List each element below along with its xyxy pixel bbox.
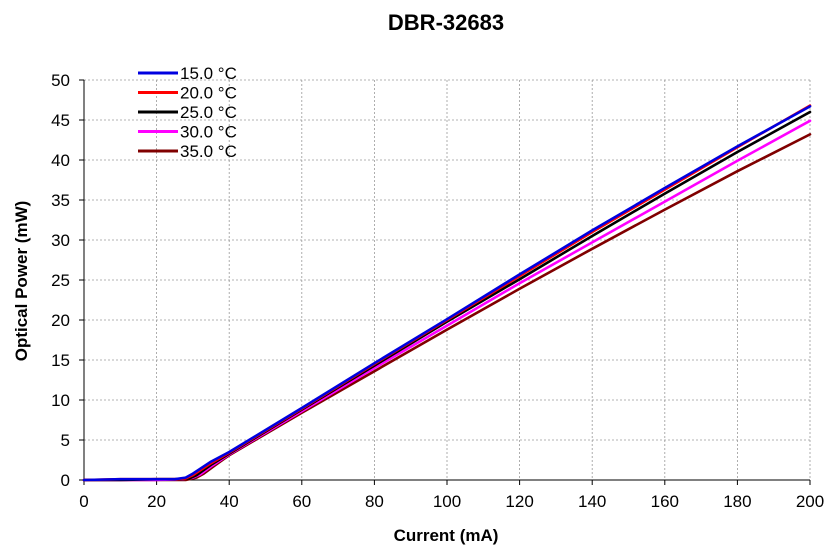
x-tick-labels: 0 20 40 60 80 100 120 140 160 180 200 bbox=[79, 492, 824, 511]
y-axis-title: Optical Power (mW) bbox=[12, 201, 31, 362]
y-tick-label: 20 bbox=[51, 311, 70, 330]
y-tick-label: 10 bbox=[51, 391, 70, 410]
x-tick-label: 160 bbox=[651, 492, 679, 511]
x-axis-title: Current (mA) bbox=[394, 526, 499, 545]
y-tick-label: 25 bbox=[51, 271, 70, 290]
legend: 15.0 °C20.0 °C25.0 °C30.0 °C35.0 °C bbox=[138, 64, 237, 161]
legend-label: 30.0 °C bbox=[180, 123, 237, 142]
x-tick-label: 60 bbox=[292, 492, 311, 511]
x-tick-label: 20 bbox=[147, 492, 166, 511]
x-tick-label: 120 bbox=[505, 492, 533, 511]
legend-label: 15.0 °C bbox=[180, 64, 237, 83]
y-tick-label: 5 bbox=[61, 431, 70, 450]
y-tick-label: 30 bbox=[51, 231, 70, 250]
y-tick-label: 0 bbox=[61, 471, 70, 490]
x-tick-label: 0 bbox=[79, 492, 88, 511]
x-tick-label: 180 bbox=[723, 492, 751, 511]
legend-label: 35.0 °C bbox=[180, 142, 237, 161]
y-tick-label: 45 bbox=[51, 111, 70, 130]
y-tick-label: 40 bbox=[51, 151, 70, 170]
x-tick-label: 140 bbox=[578, 492, 606, 511]
grid bbox=[84, 79, 811, 480]
x-tick-label: 40 bbox=[220, 492, 239, 511]
series-line-0 bbox=[82, 105, 812, 482]
y-tick-label: 50 bbox=[51, 71, 70, 90]
x-tick-label: 80 bbox=[365, 492, 384, 511]
x-tick-label: 200 bbox=[796, 492, 824, 511]
legend-label: 25.0 °C bbox=[180, 103, 237, 122]
legend-label: 20.0 °C bbox=[180, 84, 237, 103]
chart-title: DBR-32683 bbox=[388, 10, 504, 35]
x-tick-label: 100 bbox=[433, 492, 461, 511]
y-tick-label: 35 bbox=[51, 191, 70, 210]
series-lines bbox=[82, 104, 812, 482]
y-tick-label: 15 bbox=[51, 351, 70, 370]
y-tick-labels: 0 5 10 15 20 25 30 35 40 45 50 bbox=[51, 71, 70, 490]
axes bbox=[79, 79, 811, 485]
